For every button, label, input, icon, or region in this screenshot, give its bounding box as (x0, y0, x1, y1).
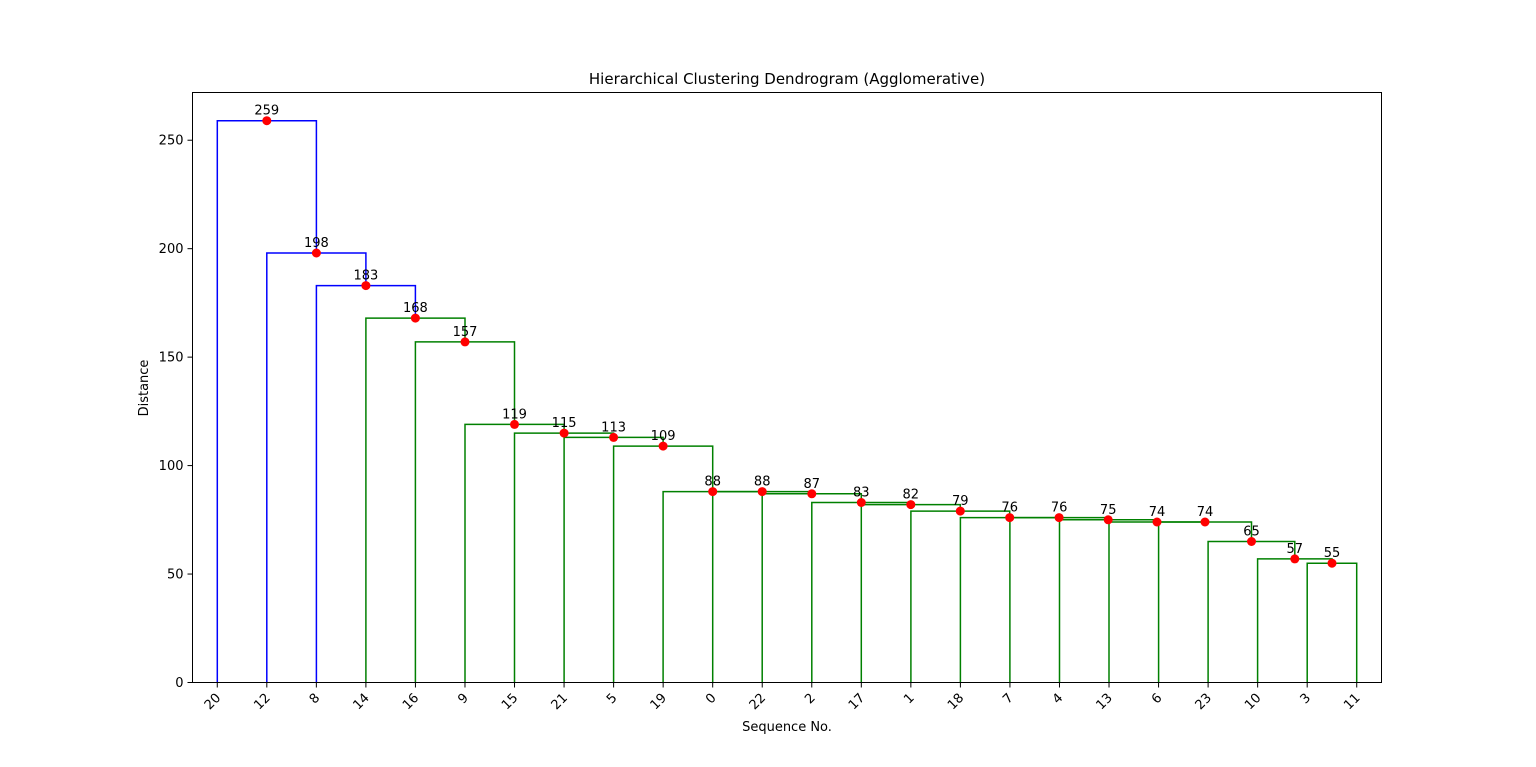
x-tick-label: 10 (1242, 691, 1264, 713)
dendrogram-link (662, 490, 763, 683)
merge-point (1247, 537, 1256, 546)
merge-point (807, 489, 817, 499)
merge-distance-label: 79 (952, 494, 969, 509)
merge-point (708, 487, 718, 497)
dendrogram-link (959, 516, 1060, 683)
chart-title: Hierarchical Clustering Dendrogram (Aggl… (589, 70, 985, 88)
x-tick-label: 8 (307, 691, 323, 707)
x-tick-label: 19 (648, 691, 670, 713)
x-tick-label: 16 (400, 691, 422, 713)
merge-point (1290, 554, 1300, 564)
x-axis: 20 12 8 14 16 9 15 21 5 19 0 22 2 17 1 18 7 4 13 6 23 10 3 11 (202, 682, 1364, 713)
x-tick-label: 18 (945, 691, 967, 713)
merge-point (658, 441, 668, 451)
x-tick-label: 3 (1298, 691, 1314, 707)
merge-point (1327, 558, 1337, 568)
y-axis-label: Distance (137, 360, 152, 417)
plot-frame (192, 92, 1382, 683)
merge-distance-label: 198 (304, 236, 329, 251)
y-tick-label: 150 (159, 351, 184, 366)
merge-distance-label: 168 (403, 301, 428, 316)
merge-distance-label: 76 (1001, 501, 1018, 516)
merge-point (1200, 517, 1210, 527)
dendrogram-link (1306, 562, 1358, 683)
merge-point (955, 506, 965, 516)
x-tick-label: 2 (802, 691, 818, 707)
merge-distance-label: 109 (651, 429, 676, 444)
merge-distance-label: 115 (552, 416, 577, 431)
x-tick-label: 17 (846, 691, 868, 713)
merge-distance-label: 55 (1324, 546, 1341, 561)
merge-distance-label: 87 (804, 477, 821, 492)
merge-distance-label: 74 (1149, 505, 1166, 520)
merge-point (460, 337, 470, 347)
x-tick-label: 14 (350, 691, 372, 713)
x-tick-label: 11 (1341, 691, 1363, 713)
y-tick-label: 200 (159, 242, 184, 257)
merge-point (906, 500, 916, 510)
x-tick-label: 21 (549, 691, 571, 713)
merge-distance-label: 74 (1197, 505, 1214, 520)
merge-distance-label: 76 (1051, 501, 1068, 516)
merge-distance-label: 113 (601, 420, 626, 435)
merge-point (311, 248, 321, 258)
x-tick-label: 4 (1050, 691, 1066, 707)
merge-point (1005, 513, 1015, 523)
x-tick-label: 0 (703, 691, 719, 707)
y-tick-label: 50 (167, 568, 184, 583)
dendrogram-link (1157, 521, 1253, 683)
y-tick-label: 100 (159, 459, 184, 474)
merge-point (1152, 517, 1162, 527)
x-tick-label: 9 (455, 691, 471, 707)
dendrogram-links (216, 119, 1358, 683)
x-axis-label: Sequence No. (742, 720, 832, 735)
merge-point (559, 428, 569, 438)
x-tick-label: 13 (1094, 691, 1116, 713)
merge-distance-label: 83 (853, 486, 870, 501)
merge-distance-label: 75 (1100, 503, 1117, 518)
dendrogram-link (1207, 540, 1296, 683)
x-tick-label: 22 (747, 691, 769, 713)
x-tick-label: 6 (1149, 691, 1165, 707)
merge-distance-label: 82 (903, 488, 920, 503)
merge-point (757, 487, 767, 497)
merge-point (1054, 513, 1064, 523)
x-tick-label: 12 (251, 691, 273, 713)
merge-point (1103, 515, 1113, 525)
y-axis: 0 50 100 150 200 250 (159, 134, 193, 691)
merge-distance-label: 65 (1243, 525, 1260, 540)
x-tick-label: 23 (1193, 691, 1215, 713)
merge-distance-label: 88 (704, 475, 721, 490)
merge-point (510, 419, 519, 429)
x-tick-label: 15 (499, 691, 521, 713)
merge-distance-label: 119 (502, 407, 527, 422)
y-tick-label: 250 (159, 134, 184, 149)
merge-point (361, 281, 371, 291)
merge-distance-label: 88 (754, 475, 771, 490)
merge-point (410, 313, 420, 323)
merge-distance-label: 57 (1287, 542, 1304, 557)
merge-point (856, 498, 866, 507)
merge-distance-label: 259 (254, 104, 279, 119)
merge-point (609, 432, 619, 442)
dendrogram-link (1108, 521, 1205, 683)
x-tick-label: 20 (202, 691, 224, 713)
y-tick-label: 0 (175, 676, 183, 691)
x-tick-label: 7 (1000, 691, 1016, 707)
merge-distance-label: 157 (453, 325, 478, 340)
dendrogram-link (1256, 558, 1333, 683)
merge-point (262, 116, 272, 126)
merge-nodes: 55 57 65 74 74 75 76 76 79 82 83 87 88 88 109 113 115 119… (254, 104, 1340, 568)
merge-distance-label: 183 (353, 269, 378, 284)
x-tick-label: 1 (901, 691, 917, 707)
x-tick-label: 5 (604, 691, 620, 707)
